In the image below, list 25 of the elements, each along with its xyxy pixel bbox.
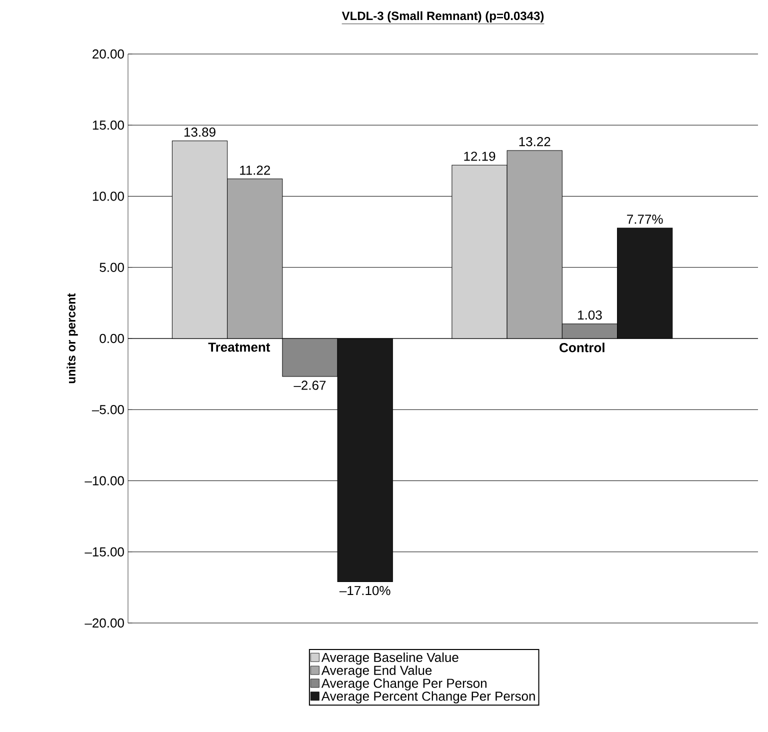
x-tick-label: Treatment xyxy=(208,342,270,352)
legend-label: Average Baseline Value xyxy=(321,652,458,665)
data-label: 13.89 xyxy=(184,128,216,137)
legend-label: Average End Value xyxy=(321,665,432,678)
data-label: –2.67 xyxy=(294,380,326,390)
y-tick-label: 10.00 xyxy=(92,192,124,201)
y-tick-label: –15.00 xyxy=(84,547,124,556)
legend-label: Average Percent Change Per Person xyxy=(321,691,535,704)
data-label: –17.10% xyxy=(339,586,390,596)
y-tick-label: –5.00 xyxy=(92,405,124,414)
legend-label: Average Change Per Person xyxy=(321,678,486,690)
y-tick-label: 15.00 xyxy=(92,120,124,130)
data-label: 1.03 xyxy=(578,310,602,320)
y-tick-label: –20.00 xyxy=(84,618,124,628)
data-label: 11.22 xyxy=(240,166,270,175)
y-tick-label: 0.00 xyxy=(100,334,124,344)
data-label: 7.77% xyxy=(627,214,663,224)
y-tick-label: 20.00 xyxy=(92,49,124,59)
x-tick-label: Control xyxy=(560,342,604,352)
y-tick-label: –10.00 xyxy=(84,476,124,486)
data-label: 13.22 xyxy=(519,137,550,146)
y-axis-title: units or percent xyxy=(66,293,78,384)
chart-title: VLDL-3 (Small Remnant) (p=0.0343) xyxy=(342,11,544,22)
data-label: 12.19 xyxy=(464,152,496,161)
y-tick-label: 5.00 xyxy=(100,262,124,272)
